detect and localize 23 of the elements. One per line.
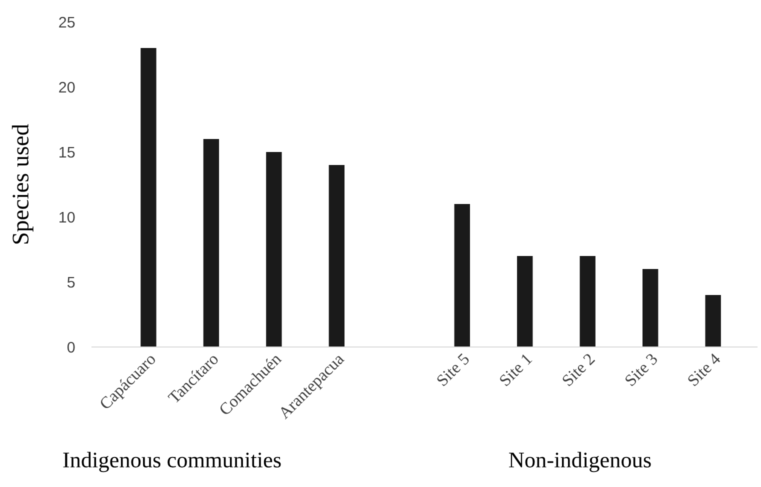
bar [642,269,658,347]
bar [140,48,156,347]
y-tick-label: 15 [60,147,75,158]
y-tick-label: 20 [59,82,75,93]
text: Non-indigenous [509,452,651,472]
x-tick-label: Site 4 [687,352,722,387]
bar [705,295,721,347]
y-tick-label: 25 [59,16,75,28]
text: Indigenous communities [63,452,281,472]
bar [266,152,282,347]
bar [328,165,345,347]
y-tick-label: 0 [67,342,75,353]
y-tick-label: 10 [60,212,75,223]
bar [203,139,220,347]
x-tick-label: Site 3 [624,352,658,387]
y-tick-label: 5 [67,277,75,288]
x-tick-label: Site 1 [498,352,532,387]
bar [454,204,470,347]
y-axis-title: Species used [12,124,34,244]
bar [580,256,596,347]
x-tick-label: Site 2 [562,352,596,387]
x-tick-label: Site 5 [436,352,470,387]
bar [517,256,533,347]
